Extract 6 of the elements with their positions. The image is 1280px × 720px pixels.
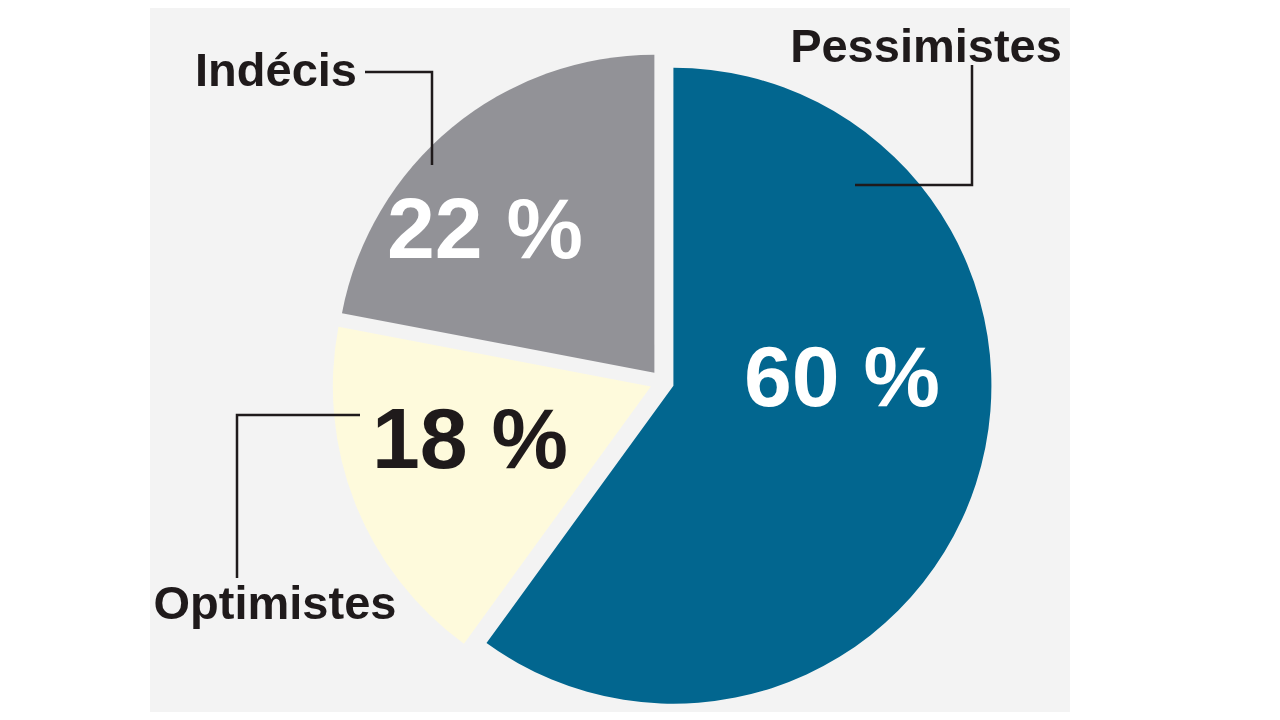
slice-label: Pessimistes <box>790 18 1062 72</box>
slice-label: Indécis <box>195 42 357 96</box>
data-label: 60 % <box>743 327 941 424</box>
data-label: 18 % <box>371 389 569 486</box>
slice-label: Optimistes <box>153 575 397 629</box>
data-label: 22 % <box>386 179 584 276</box>
